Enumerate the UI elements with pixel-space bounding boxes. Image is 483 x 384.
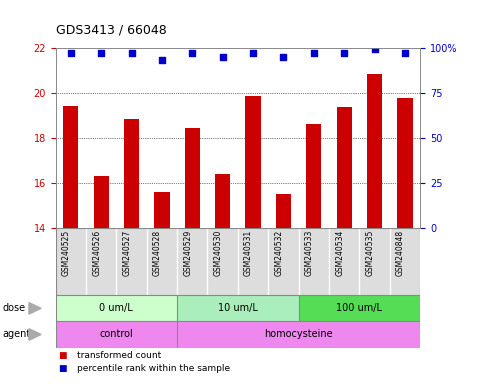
Text: GDS3413 / 66048: GDS3413 / 66048	[56, 23, 166, 36]
Bar	[177, 321, 420, 348]
Bar	[147, 228, 177, 295]
Bar	[185, 128, 200, 228]
Bar	[390, 228, 420, 295]
Text: 100 um/L: 100 um/L	[337, 303, 383, 313]
Point	[341, 50, 348, 56]
Text: GSM240527: GSM240527	[123, 230, 131, 276]
Bar	[298, 228, 329, 295]
Point	[67, 50, 74, 56]
Point	[97, 50, 105, 56]
Bar	[329, 228, 359, 295]
Text: GSM240532: GSM240532	[274, 230, 284, 276]
Text: GSM240531: GSM240531	[244, 230, 253, 276]
Bar	[56, 321, 177, 348]
Bar	[56, 295, 177, 321]
Text: GSM240525: GSM240525	[62, 230, 71, 276]
Text: transformed count: transformed count	[77, 351, 161, 360]
Bar	[359, 228, 390, 295]
Text: GSM240528: GSM240528	[153, 230, 162, 276]
Point	[371, 46, 379, 53]
Text: control: control	[99, 329, 133, 339]
Text: percentile rank within the sample: percentile rank within the sample	[77, 364, 230, 373]
Text: 10 um/L: 10 um/L	[218, 303, 258, 313]
Bar	[177, 295, 298, 321]
Bar	[94, 176, 109, 228]
Text: ■: ■	[58, 364, 67, 373]
Point	[219, 53, 227, 60]
Bar	[116, 228, 147, 295]
Text: GSM240526: GSM240526	[92, 230, 101, 276]
Text: GSM240533: GSM240533	[305, 230, 314, 276]
Point	[128, 50, 135, 56]
Bar	[177, 228, 208, 295]
Text: GSM240529: GSM240529	[183, 230, 192, 276]
Text: ■: ■	[58, 351, 67, 360]
Text: GSM240848: GSM240848	[396, 230, 405, 276]
Text: dose: dose	[2, 303, 26, 313]
Point	[280, 53, 287, 60]
Text: agent: agent	[2, 329, 30, 339]
Point	[249, 50, 257, 56]
Bar	[56, 228, 86, 295]
Bar	[298, 295, 420, 321]
Bar	[245, 96, 261, 228]
Bar	[306, 124, 322, 228]
Text: GSM240535: GSM240535	[366, 230, 375, 276]
Bar	[215, 174, 230, 228]
Bar	[238, 228, 268, 295]
Bar	[208, 228, 238, 295]
Bar	[124, 119, 139, 228]
Bar	[367, 74, 382, 228]
Text: 0 um/L: 0 um/L	[99, 303, 133, 313]
Point	[310, 50, 318, 56]
Bar	[276, 194, 291, 228]
Text: GSM240530: GSM240530	[213, 230, 223, 276]
Bar	[86, 228, 116, 295]
Text: GSM240534: GSM240534	[335, 230, 344, 276]
Bar	[63, 106, 78, 228]
Text: homocysteine: homocysteine	[264, 329, 333, 339]
Bar	[337, 108, 352, 228]
Bar	[154, 192, 170, 228]
Bar	[268, 228, 298, 295]
Point	[158, 57, 166, 63]
Point	[401, 50, 409, 56]
Point	[188, 50, 196, 56]
Bar	[398, 98, 412, 228]
